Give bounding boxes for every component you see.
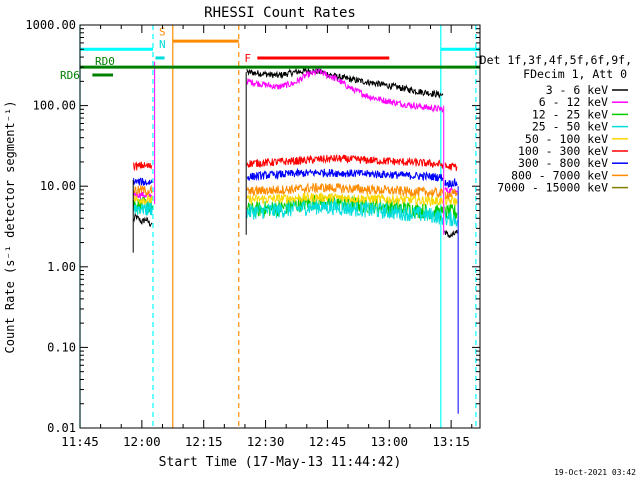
series-100-300-kev [133, 154, 458, 172]
series-line [246, 198, 444, 225]
x-tick-label: 12:00 [123, 434, 161, 449]
series-layer [132, 61, 459, 414]
x-tick-label: 13:15 [432, 434, 470, 449]
series-line [133, 161, 153, 172]
flag-label: F [244, 52, 251, 65]
series-line [246, 182, 444, 198]
series-300-800-kev [133, 167, 458, 189]
series-line [444, 210, 458, 227]
series-line [133, 199, 153, 216]
series-line [444, 177, 458, 189]
legend-label: 6 - 12 keV [539, 95, 608, 109]
series-800-7000-kev [133, 182, 458, 201]
legend-label: 3 - 6 keV [546, 83, 608, 97]
y-tick-label: 0.10 [47, 340, 76, 354]
series-3-6-kev [133, 67, 458, 239]
flag-label: RD0 [95, 55, 115, 68]
series-line [444, 162, 458, 171]
y-tick-label: 1.00 [47, 260, 76, 274]
flag-label: N [159, 38, 166, 51]
y-tick-label: 0.01 [47, 421, 76, 435]
series-line [246, 191, 444, 207]
flag-label: RD6 [60, 69, 80, 82]
legend-label: 25 - 50 keV [532, 120, 608, 134]
series-25-50-kev [133, 198, 458, 227]
chart-title: RHESSI Count Rates [204, 5, 356, 21]
legend-header-line-1: Det 1f,3f,4f,5f,6f,9f, [480, 53, 632, 67]
legend-header-line-2: FDecim 1, Att 0 [523, 67, 627, 81]
legend-label: 100 - 300 keV [518, 144, 608, 158]
footer-timestamp: 19-Oct-2021 03:42 [554, 468, 636, 477]
series-line [444, 187, 458, 201]
legend: Det 1f,3f,4f,5f,6f,9f, FDecim 1, Att 0 3… [480, 53, 632, 195]
series-line [246, 154, 444, 169]
legend-label: 7000 - 15000 keV [497, 181, 608, 195]
y-tick-label: 10.00 [40, 179, 76, 193]
series-line [246, 67, 444, 99]
x-axis: 11:45 12:00 12:15 12:30 12:45 13:00 13:15 [61, 25, 473, 449]
y-tick-label: 100.00 [33, 99, 76, 113]
series-line [133, 212, 153, 228]
series-line [133, 194, 153, 206]
flags-layer: RD0 RD6 SN F [60, 25, 480, 82]
series-line [133, 184, 153, 196]
x-tick-label: 12:15 [185, 434, 223, 449]
series-line [246, 167, 444, 182]
y-axis-label: Count Rate (s⁻¹ detector segment⁻¹) [3, 101, 17, 354]
flag-label: S [159, 25, 166, 38]
plot-frame [79, 24, 481, 429]
series-50-100-kev [133, 191, 458, 207]
legend-label: 50 - 100 keV [525, 132, 608, 146]
legend-label: 300 - 800 keV [518, 156, 608, 170]
series-line [444, 194, 458, 206]
y-tick-label: 1000.00 [25, 18, 76, 32]
y-axis: 1000.00 100.00 10.00 1.00 0.10 0.01 [25, 18, 480, 435]
legend-label: 12 - 25 keV [532, 107, 608, 121]
x-tick-label: 12:45 [309, 434, 347, 449]
series-line [444, 229, 458, 239]
series-line [246, 67, 444, 113]
x-axis-label: Start Time (17-May-13 11:44:42) [159, 455, 402, 470]
x-tick-label: 13:00 [370, 434, 408, 449]
x-tick-label: 11:45 [61, 434, 99, 449]
legend-label: 800 - 7000 keV [511, 168, 608, 182]
x-tick-label: 12:30 [247, 434, 285, 449]
series-line [133, 177, 153, 186]
